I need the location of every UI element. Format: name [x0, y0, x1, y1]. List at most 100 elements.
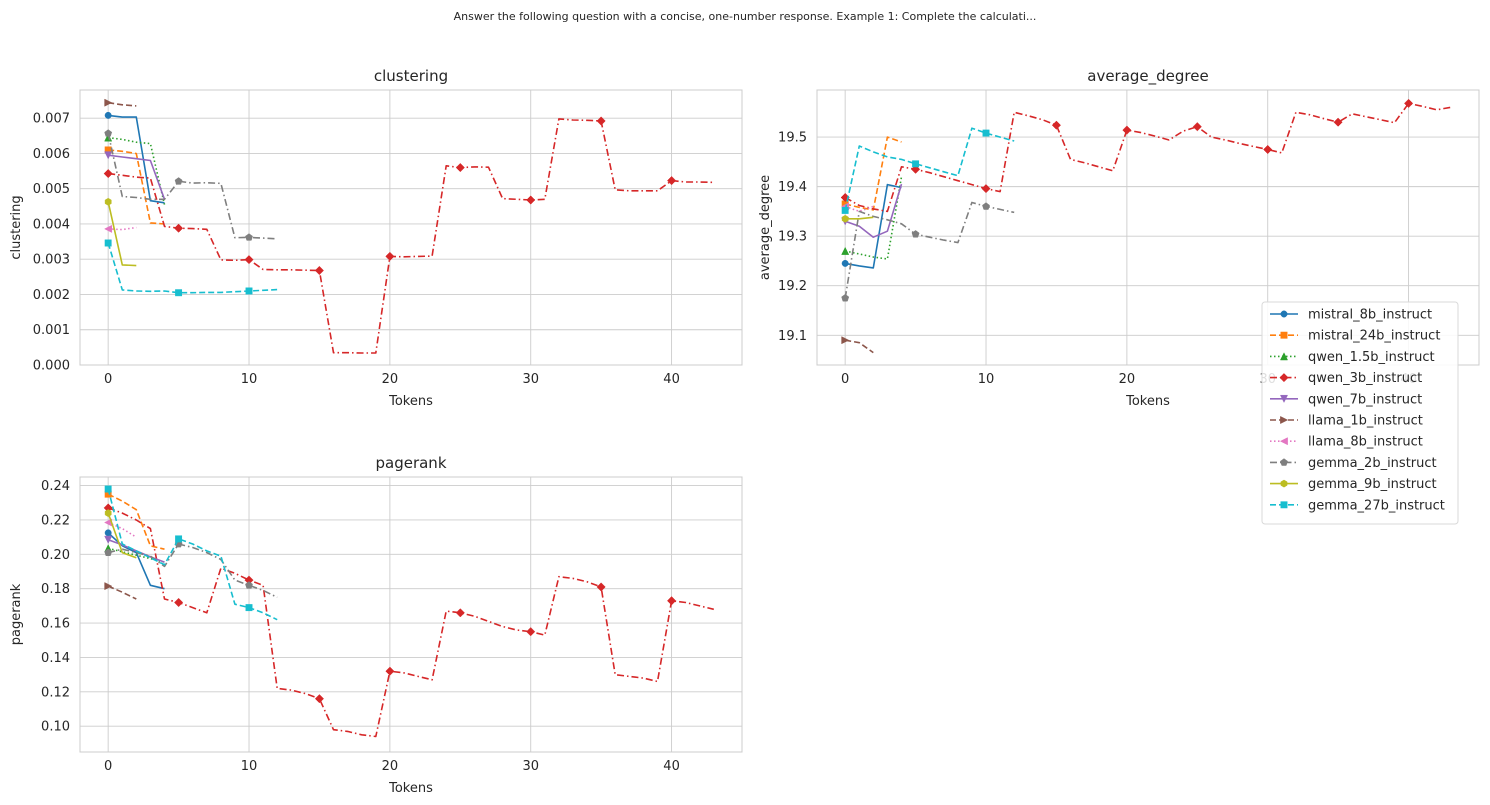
series-group [103, 98, 714, 354]
legend-box [1261, 301, 1459, 525]
y-tick-label: 0.10 [41, 720, 70, 735]
data-point [912, 160, 920, 168]
data-point [174, 177, 183, 185]
y-axis-label: clustering [9, 195, 24, 259]
y-tick-label: 0.16 [41, 617, 70, 632]
axes-frame [816, 89, 1480, 366]
legend-marker [1279, 373, 1289, 383]
data-point [314, 265, 324, 276]
panel-title: average_degree [1087, 67, 1208, 86]
y-axis-label: pagerank [9, 583, 24, 645]
y-tick-label: 0.001 [33, 323, 70, 338]
legend-entry: llama_1b_instruct [1270, 414, 1423, 429]
data-point [104, 224, 113, 233]
y-tick-label: 19.3 [778, 230, 807, 245]
series-line [845, 176, 903, 260]
series-llama_1b_instruct [841, 336, 874, 354]
data-point [1333, 117, 1343, 127]
data-point [1263, 144, 1273, 155]
data-point [104, 485, 112, 493]
data-point [104, 529, 112, 537]
legend-label: llama_8b_instruct [1308, 435, 1423, 450]
data-point [104, 582, 113, 591]
data-point [1404, 98, 1414, 108]
data-point [841, 246, 850, 255]
series-line [107, 507, 714, 738]
legend-entry: gemma_27b_instruct [1270, 498, 1445, 513]
x-tick-label: 20 [382, 372, 399, 387]
data-point [103, 169, 113, 179]
data-point [911, 230, 920, 238]
y-tick-label: 0.20 [41, 548, 70, 563]
legend-marker [1280, 501, 1288, 509]
series-qwen_3b_instruct [103, 503, 714, 738]
data-point [841, 214, 849, 223]
legend-label: gemma_9b_instruct [1308, 477, 1437, 492]
series-mistral_8b_instruct [104, 111, 165, 204]
series-line [108, 154, 166, 200]
y-tick-label: 19.5 [778, 131, 807, 146]
data-point [526, 627, 536, 637]
y-tick-label: 0.004 [33, 217, 70, 232]
data-point [1051, 120, 1061, 130]
data-point [455, 163, 465, 173]
series-line [108, 136, 166, 205]
data-point [982, 202, 990, 210]
grid [80, 477, 742, 752]
y-tick-label: 0.000 [33, 359, 70, 374]
y-tick-label: 0.22 [41, 513, 70, 528]
data-point [245, 287, 253, 295]
data-point [982, 129, 990, 137]
y-tick-label: 0.002 [33, 288, 70, 303]
series-group [103, 485, 714, 738]
legend-marker [1279, 352, 1289, 361]
x-axis-label: Tokens [388, 781, 433, 796]
data-point [245, 604, 253, 612]
series-line [844, 102, 1451, 213]
x-axis-label: Tokens [1125, 394, 1170, 409]
data-point [104, 98, 113, 107]
legend-marker [1280, 458, 1288, 466]
series-qwen_3b_instruct [103, 116, 714, 354]
data-point [244, 255, 254, 265]
data-point [667, 596, 677, 606]
y-tick-label: 0.006 [33, 147, 70, 162]
data-point [104, 129, 113, 137]
series-gemma_9b_instruct [841, 214, 874, 223]
legend-entry: qwen_3b_instruct [1270, 371, 1422, 386]
series-gemma_9b_instruct [104, 509, 137, 559]
series-line [108, 118, 714, 354]
data-point [596, 582, 606, 592]
legend-marker [1280, 331, 1288, 339]
data-point [455, 608, 465, 618]
axes-frame [79, 89, 743, 366]
legend-entry: mistral_8b_instruct [1270, 308, 1432, 323]
y-tick-label: 19.1 [778, 329, 807, 344]
panel-title: clustering [374, 67, 448, 85]
figure-suptitle: Answer the following question with a con… [454, 10, 1037, 23]
x-tick-label: 0 [104, 759, 112, 774]
series-mistral_8b_instruct [841, 183, 902, 269]
y-tick-label: 0.12 [41, 685, 70, 700]
series-line [107, 585, 137, 600]
legend-label: qwen_3b_instruct [1308, 371, 1422, 386]
grid [80, 90, 742, 366]
axes-frame [79, 476, 743, 753]
series-line [107, 493, 165, 550]
legend-marker [1280, 479, 1288, 488]
series-gemma_2b_instruct [104, 129, 278, 241]
data-point [104, 535, 113, 544]
data-point [104, 111, 112, 119]
x-tick-label: 30 [522, 372, 539, 387]
legend-label: mistral_8b_instruct [1308, 308, 1432, 323]
series-line [108, 149, 165, 225]
legend-label: qwen_7b_instruct [1308, 392, 1422, 407]
x-tick-label: 20 [382, 759, 399, 774]
series-qwen_3b_instruct [840, 98, 1451, 213]
series-qwen_1.5b_instruct [841, 176, 903, 260]
data-point [175, 289, 183, 297]
data-point [841, 206, 849, 214]
y-tick-label: 0.003 [33, 253, 70, 268]
series-line [108, 101, 137, 107]
